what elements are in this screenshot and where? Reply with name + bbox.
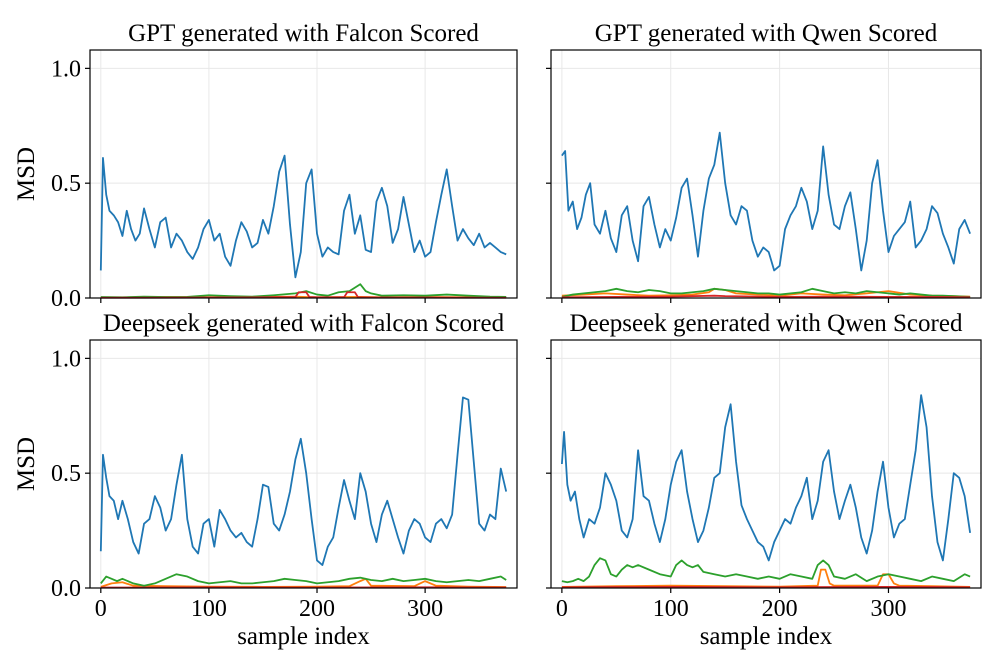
x-axis-label: sample index [700,623,833,650]
series-blue-line [99,396,508,566]
series-green-line [100,573,507,587]
series-green-line [561,557,971,584]
series-red-line [561,294,971,299]
series-blue-line [99,154,507,279]
y-axis-label: MSD [13,147,40,201]
x-tick-label: 0 [556,596,568,622]
panel-deepseek-generated-with-qwen-scored: 0 100 200 300 Deepseek generated with Qwen S… [546,310,982,650]
y-tick-label: 1.0 [51,346,81,372]
chart-title: GPT generated with Qwen Scored [595,20,938,47]
x-tick-label: 0 [95,596,107,622]
panel-gpt-generated-with-falcon-scored: 0.0 0.5 1.0 GPT generated with Falcon Score… [13,20,518,312]
chart-title: Deepseek generated with Qwen Scored [570,310,963,337]
x-tick-label: 100 [653,596,689,622]
series-green-line [100,283,507,299]
series-orange-line [561,287,971,298]
x-tick-label: 100 [191,596,227,622]
x-axis-label: sample index [237,623,370,650]
series-blue-line [560,394,972,562]
y-tick-label: 1.0 [51,56,81,82]
plot-frame [89,339,518,589]
series-blue-line [561,131,971,272]
y-tick-label: 0.0 [51,286,81,312]
series-green-line [561,287,971,298]
y-tick-label: 0.5 [51,461,81,487]
x-tick-label: 200 [299,596,335,622]
series-orange-line [561,568,971,588]
x-tick-label: 200 [762,596,798,622]
panel-gpt-generated-with-qwen-scored: GPT generated with Qwen Scored [546,20,982,303]
x-tick-label: 300 [407,596,443,622]
panel-deepseek-generated-with-falcon-scored: 0 100 200 300 0.0 0.5 1.0 Deepseek generated wi… [13,310,518,650]
y-tick-label: 0.0 [51,576,81,602]
y-axis-label: MSD [13,437,40,491]
series-orange-line [100,577,507,588]
plot-frame [89,49,518,299]
chart-title: GPT generated with Falcon Scored [128,20,479,47]
chart-title: Deepseek generated with Falcon Scored [103,310,505,337]
plot-frame [550,49,982,299]
x-tick-label: 300 [870,596,906,622]
plot-frame [550,339,982,589]
y-tick-label: 0.5 [51,171,81,197]
